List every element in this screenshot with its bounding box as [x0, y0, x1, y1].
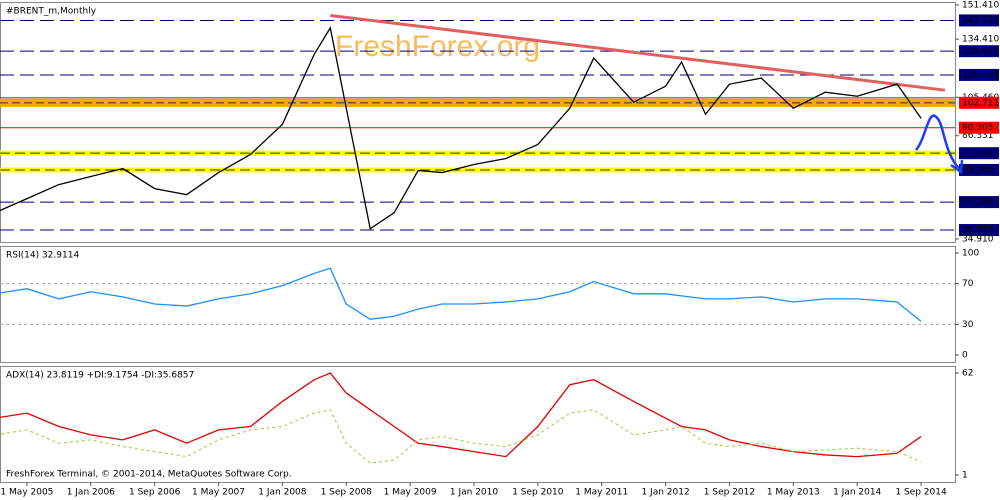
x-tick-label: 1 Sep 2006 — [129, 488, 181, 498]
x-tick-label: 1 Jan 2008 — [258, 488, 306, 498]
x-tick-label: 1 Sep 2010 — [512, 488, 564, 498]
watermark: FreshForex.org — [335, 30, 540, 63]
level-label-bg — [959, 45, 999, 58]
level-label: 69.286 — [962, 165, 994, 175]
level-label: 116.590 — [962, 70, 999, 80]
y-tick-label: 100 — [962, 249, 979, 259]
trendline — [330, 13, 946, 92]
y-tick-label: 86.331 — [962, 131, 994, 141]
level-label-bg — [959, 163, 999, 176]
series-line — [0, 26, 922, 230]
level-label-bg — [959, 96, 999, 109]
panel-title: #BRENT_m,Monthly — [6, 7, 97, 17]
x-tick-label: 1 Jan 2014 — [833, 488, 881, 498]
panel-frame — [0, 366, 956, 483]
forecast-arrow — [914, 114, 961, 171]
y-tick-label: 0 — [962, 351, 968, 361]
level-label: 128.417 — [962, 47, 999, 57]
x-tick-label: 1 May 2011 — [575, 488, 628, 498]
footer: FreshForex Terminal, © 2001-2014, MetaQu… — [6, 470, 292, 480]
panel-frame — [0, 246, 956, 363]
x-tick-label: 1 Jan 2006 — [67, 488, 115, 498]
x-tick-label: 1 May 2005 — [0, 488, 53, 498]
level-label: 53.286 — [962, 198, 994, 208]
level-label-bg — [959, 14, 999, 27]
level-label-bg — [959, 68, 999, 81]
level-label: 143.721 — [962, 16, 999, 26]
level-label-bg — [959, 196, 999, 209]
series-line — [0, 267, 922, 322]
level-label-bg — [959, 224, 999, 237]
panel-frame — [0, 2, 956, 243]
series-line — [0, 409, 922, 464]
level-label: 39.373 — [962, 226, 994, 236]
panel-title: ADX(14) 23.8119 +DI:9.1754 -DI:35.6857 — [6, 371, 194, 381]
y-tick-label: 134.410 — [962, 35, 999, 45]
x-tick-label: 1 May 2013 — [767, 488, 820, 498]
panel-title: RSI(14) 32.9114 — [6, 251, 79, 261]
x-tick-label: 1 Jan 2012 — [641, 488, 689, 498]
x-tick-label: 1 Sep 2008 — [321, 488, 373, 498]
x-tick-label: 1 May 2009 — [384, 488, 437, 498]
forecast-arrowhead — [950, 159, 964, 175]
y-tick-label: 151.410 — [962, 1, 999, 11]
level-label-bg — [959, 147, 999, 160]
y-tick-label: 30 — [962, 320, 974, 330]
y-tick-label: 1 — [962, 471, 968, 481]
level-label: 102.711 — [962, 98, 999, 108]
y-tick-label: 34.910 — [962, 235, 994, 245]
level-label-bg — [959, 121, 999, 134]
x-tick-label: 1 Sep 2014 — [895, 488, 947, 498]
y-tick-label: 62 — [962, 369, 973, 379]
x-tick-label: 1 May 2007 — [192, 488, 245, 498]
x-tick-label: 1 Jan 2010 — [450, 488, 498, 498]
y-tick-label: 70 — [962, 279, 974, 289]
x-tick-label: 1 Sep 2012 — [704, 488, 755, 498]
level-label: 90.305 — [962, 123, 994, 133]
level-label: 77.634 — [962, 149, 994, 159]
